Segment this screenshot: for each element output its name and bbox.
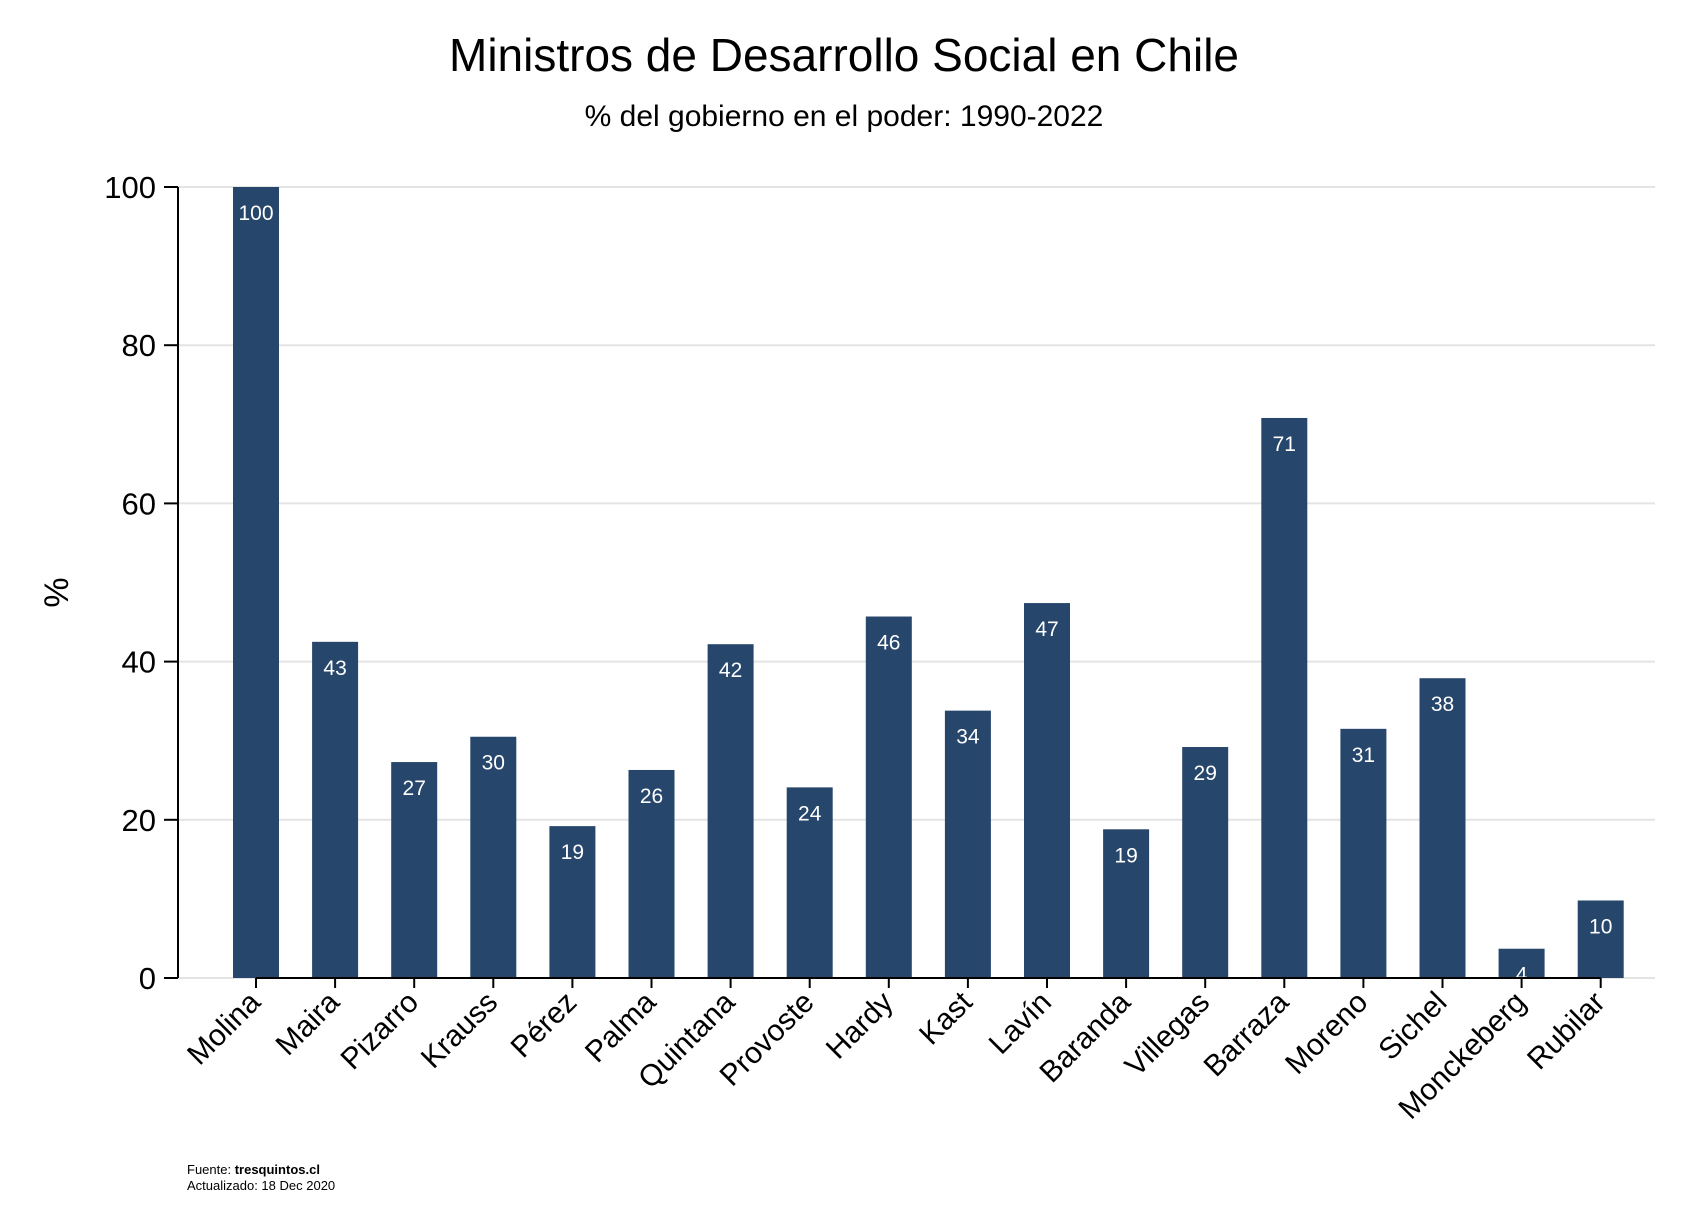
- x-tick-label: Krauss: [415, 986, 504, 1075]
- bar-value-label: 38: [1431, 693, 1454, 716]
- y-axis-label: %: [38, 577, 76, 607]
- bar: [628, 769, 675, 978]
- y-tick-label: 100: [104, 170, 156, 205]
- bar-value-label: 34: [956, 726, 980, 749]
- x-tick-label: Rubilar: [1521, 986, 1612, 1077]
- y-tick-label: 60: [122, 486, 156, 521]
- source-prefix: Fuente:: [187, 1162, 235, 1177]
- bars: 100 43 27 30 19 26 42 24 46 34 47 19 29 71 31 38 4 10: [233, 187, 1624, 987]
- bar-value-label: 19: [561, 841, 584, 864]
- bar: [1261, 417, 1308, 978]
- x-tick-label: Molina: [181, 985, 267, 1071]
- bar: [786, 787, 833, 978]
- x-tick-label: Lavín: [983, 986, 1058, 1061]
- bar: [865, 616, 912, 978]
- bar-value-label: 100: [238, 202, 273, 225]
- bar-value-label: 26: [640, 785, 663, 808]
- updated-note: Actualizado: 18 Dec 2020: [187, 1178, 336, 1193]
- bar: [233, 187, 279, 978]
- x-tick-label: Maira: [270, 985, 347, 1062]
- bar-value-label: 24: [798, 802, 822, 825]
- bar-value-label: 46: [877, 632, 900, 655]
- bar: [1340, 728, 1387, 978]
- bar-value-label: 71: [1273, 433, 1296, 456]
- bar: [549, 826, 596, 978]
- x-tick-label: Hardy: [820, 986, 900, 1066]
- bar: [944, 710, 991, 978]
- bar: [1498, 948, 1545, 978]
- bar-value-label: 31: [1352, 744, 1375, 767]
- bar: [1577, 900, 1624, 978]
- y-tick-label: 0: [139, 961, 156, 996]
- source-name: tresquintos.cl: [234, 1162, 320, 1177]
- x-tick-label: Barraza: [1198, 985, 1296, 1083]
- bar-value-label: 30: [482, 752, 505, 775]
- bar: [1103, 829, 1150, 978]
- source-note: Fuente: tresquintos.cl: [187, 1162, 320, 1177]
- bar-value-label: 42: [719, 659, 742, 682]
- x-tick-label: Pérez: [505, 986, 584, 1065]
- bar-value-label: 47: [1035, 618, 1058, 641]
- y-tick-label: 80: [122, 328, 156, 363]
- bar-value-label: 10: [1589, 915, 1612, 938]
- bar-value-label: 43: [323, 657, 346, 680]
- x-tick-label: Kast: [913, 985, 979, 1051]
- x-tick-label: Moreno: [1279, 986, 1374, 1081]
- x-tick-label: Villegas: [1119, 986, 1216, 1083]
- y-tick-label: 40: [122, 645, 156, 680]
- bar: [1024, 603, 1070, 978]
- bar: [312, 641, 359, 978]
- bar: [1182, 747, 1229, 978]
- bar: [1419, 678, 1466, 978]
- bar: [707, 644, 754, 978]
- y-tick-label: 20: [122, 803, 156, 838]
- bar: [391, 762, 438, 978]
- bar-value-label: 4: [1516, 964, 1528, 987]
- bar-value-label: 29: [1194, 762, 1217, 785]
- bar-value-label: 27: [403, 777, 426, 800]
- bar: [470, 736, 517, 978]
- bar-value-label: 19: [1114, 844, 1137, 867]
- chart-title: Ministros de Desarrollo Social en Chile: [449, 29, 1239, 81]
- x-tick-label: Pizarro: [335, 986, 426, 1077]
- chart-subtitle: % del gobierno en el poder: 1990-2022: [584, 100, 1104, 133]
